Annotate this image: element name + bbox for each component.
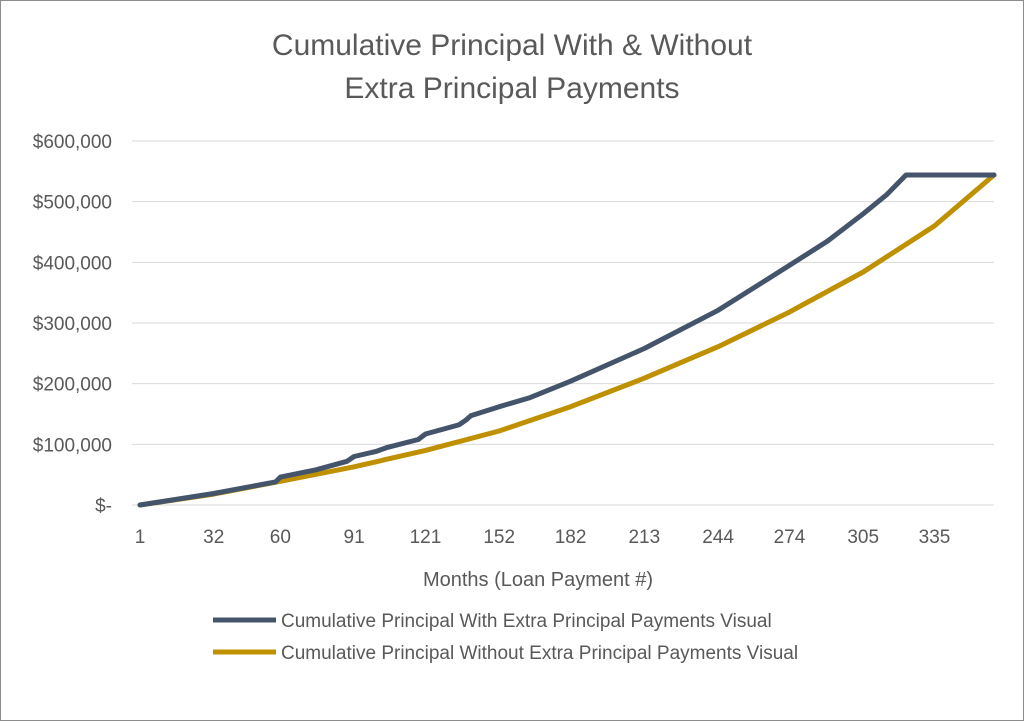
x-axis-tick-labels: 1 32 60 91 121 152 182 213 244 274 305 335: [135, 527, 951, 548]
x-tick-label: 213: [628, 527, 660, 548]
x-tick-label: 182: [555, 527, 587, 548]
legend-label-without-extra: Cumulative Principal Without Extra Princ…: [281, 643, 798, 664]
x-tick-label: 1: [135, 527, 146, 548]
y-tick-label: $400,000: [33, 253, 112, 274]
x-tick-label: 244: [702, 527, 734, 548]
y-tick-label: $300,000: [33, 314, 112, 335]
x-tick-label: 60: [270, 527, 291, 548]
x-axis-title: Months (Loan Payment #): [423, 569, 653, 591]
y-tick-label: $600,000: [33, 132, 112, 153]
x-tick-label: 32: [203, 527, 224, 548]
x-tick-label: 121: [410, 527, 442, 548]
series-line-with-extra: [137, 172, 997, 508]
y-tick-label: $100,000: [33, 435, 112, 456]
x-tick-label: 335: [919, 527, 951, 548]
x-tick-label: 152: [483, 527, 515, 548]
legend: Cumulative Principal With Extra Principa…: [213, 611, 798, 664]
chart-title-line-2: Extra Principal Payments: [344, 72, 679, 105]
y-tick-label: $-: [95, 496, 112, 517]
series-line-without-extra: [137, 172, 997, 508]
series-lines: [137, 172, 997, 508]
x-tick-label: 305: [847, 527, 879, 548]
x-tick-label: 274: [774, 527, 806, 548]
chart-title-line-1: Cumulative Principal With & Without: [272, 29, 753, 62]
y-tick-label: $500,000: [33, 193, 112, 214]
y-tick-label: $200,000: [33, 375, 112, 396]
x-tick-label: 91: [344, 527, 365, 548]
legend-label-with-extra: Cumulative Principal With Extra Principa…: [281, 611, 772, 632]
gridlines: [132, 140, 994, 506]
y-axis-tick-labels: $- $100,000 $200,000 $300,000 $400,000 $500,0…: [33, 132, 112, 517]
